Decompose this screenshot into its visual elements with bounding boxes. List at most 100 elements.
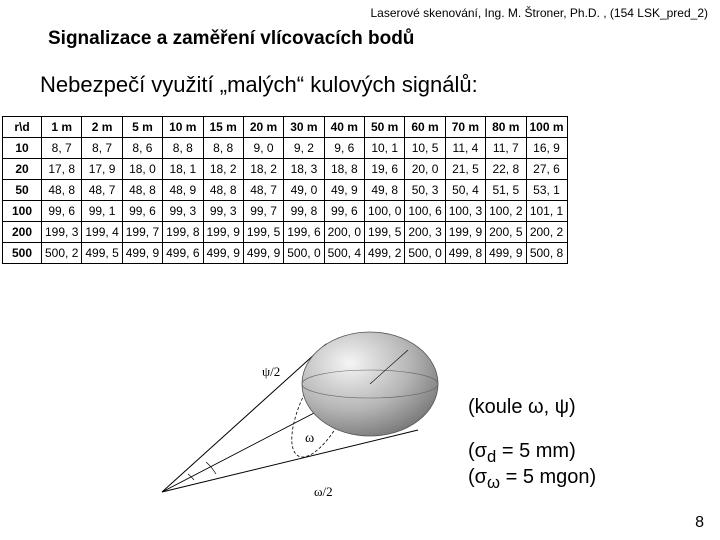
col-header: 80 m <box>486 117 526 138</box>
data-cell: 9, 0 <box>243 138 283 159</box>
data-cell: 199, 5 <box>365 222 405 243</box>
data-table: r\d1 m2 m5 m10 m15 m20 m30 m40 m50 m60 m… <box>2 116 568 264</box>
data-cell: 99, 7 <box>243 201 283 222</box>
row-header: 20 <box>3 159 42 180</box>
data-cell: 199, 7 <box>122 222 162 243</box>
row-header: 100 <box>3 201 42 222</box>
col-header: 50 m <box>365 117 405 138</box>
data-cell: 18, 0 <box>122 159 162 180</box>
data-cell: 48, 8 <box>203 180 243 201</box>
col-header: 2 m <box>82 117 122 138</box>
data-cell: 499, 6 <box>163 243 203 264</box>
col-header: 10 m <box>163 117 203 138</box>
data-cell: 499, 8 <box>445 243 485 264</box>
data-cell: 49, 9 <box>324 180 364 201</box>
data-cell: 499, 9 <box>243 243 283 264</box>
data-cell: 199, 3 <box>42 222 82 243</box>
data-cell: 99, 3 <box>203 201 243 222</box>
table-row: 2017, 817, 918, 018, 118, 218, 218, 318,… <box>3 159 568 180</box>
table-row: 10099, 699, 199, 699, 399, 399, 799, 899… <box>3 201 568 222</box>
data-cell: 100, 3 <box>445 201 485 222</box>
data-cell: 499, 9 <box>122 243 162 264</box>
col-header: 30 m <box>284 117 324 138</box>
svg-text:ω/2: ω/2 <box>314 484 333 499</box>
data-cell: 48, 8 <box>42 180 82 201</box>
svg-text:ω: ω <box>305 431 314 446</box>
data-cell: 18, 1 <box>163 159 203 180</box>
data-cell: 99, 3 <box>163 201 203 222</box>
col-header: 20 m <box>243 117 283 138</box>
data-cell: 17, 9 <box>82 159 122 180</box>
sphere-diagram: ψ/2 ω ω/2 <box>150 322 450 522</box>
data-cell: 500, 2 <box>42 243 82 264</box>
data-cell: 199, 5 <box>243 222 283 243</box>
data-cell: 10, 1 <box>365 138 405 159</box>
data-cell: 49, 0 <box>284 180 324 201</box>
data-cell: 499, 9 <box>203 243 243 264</box>
data-cell: 500, 4 <box>324 243 364 264</box>
data-cell: 100, 2 <box>486 201 526 222</box>
data-cell: 200, 5 <box>486 222 526 243</box>
data-cell: 18, 2 <box>243 159 283 180</box>
data-cell: 53, 1 <box>526 180 567 201</box>
data-cell: 500, 0 <box>405 243 445 264</box>
table-row: 500500, 2499, 5499, 9499, 6499, 9499, 95… <box>3 243 568 264</box>
data-cell: 199, 4 <box>82 222 122 243</box>
data-cell: 99, 8 <box>284 201 324 222</box>
data-cell: 19, 6 <box>365 159 405 180</box>
data-cell: 48, 9 <box>163 180 203 201</box>
data-cell: 199, 9 <box>203 222 243 243</box>
data-cell: 8, 8 <box>203 138 243 159</box>
col-header: 100 m <box>526 117 567 138</box>
col-header-rd: r\d <box>3 117 42 138</box>
data-cell: 17, 8 <box>42 159 82 180</box>
data-cell: 18, 3 <box>284 159 324 180</box>
col-header: 70 m <box>445 117 485 138</box>
section-title: Signalizace a zaměření vlícovacích bodů <box>0 20 720 50</box>
data-cell: 101, 1 <box>526 201 567 222</box>
data-cell: 500, 8 <box>526 243 567 264</box>
data-cell: 48, 7 <box>82 180 122 201</box>
data-cell: 100, 6 <box>405 201 445 222</box>
data-cell: 100, 0 <box>365 201 405 222</box>
col-header: 5 m <box>122 117 162 138</box>
data-cell: 22, 8 <box>486 159 526 180</box>
data-cell: 16, 9 <box>526 138 567 159</box>
data-cell: 51, 5 <box>486 180 526 201</box>
data-cell: 50, 4 <box>445 180 485 201</box>
data-cell: 499, 2 <box>365 243 405 264</box>
data-cell: 200, 0 <box>324 222 364 243</box>
data-cell: 199, 8 <box>163 222 203 243</box>
data-cell: 48, 7 <box>243 180 283 201</box>
data-cell: 99, 6 <box>42 201 82 222</box>
data-cell: 8, 6 <box>122 138 162 159</box>
col-header: 15 m <box>203 117 243 138</box>
row-header: 500 <box>3 243 42 264</box>
data-cell: 48, 8 <box>122 180 162 201</box>
col-header: 40 m <box>324 117 364 138</box>
header-text: Laserové skenování, Ing. M. Štroner, Ph.… <box>0 0 720 20</box>
data-cell: 18, 8 <box>324 159 364 180</box>
koule-label: (koule ω, ψ) <box>468 396 576 419</box>
data-cell: 18, 2 <box>203 159 243 180</box>
sigma-d-label: (σd = 5 mm) <box>468 440 576 467</box>
table-row: 5048, 848, 748, 848, 948, 848, 749, 049,… <box>3 180 568 201</box>
subsection-title: Nebezpečí využití „malých“ kulových sign… <box>0 50 720 98</box>
data-cell: 99, 6 <box>122 201 162 222</box>
page-number: 8 <box>695 514 704 532</box>
data-cell: 20, 0 <box>405 159 445 180</box>
data-cell: 11, 4 <box>445 138 485 159</box>
data-cell: 99, 6 <box>324 201 364 222</box>
col-header: 60 m <box>405 117 445 138</box>
data-cell: 199, 9 <box>445 222 485 243</box>
data-cell: 99, 1 <box>82 201 122 222</box>
data-cell: 499, 5 <box>82 243 122 264</box>
sigma-omega-label: (σω = 5 mgon) <box>468 466 596 493</box>
svg-text:ψ/2: ψ/2 <box>262 364 280 379</box>
table-row: 108, 78, 78, 68, 88, 89, 09, 29, 610, 11… <box>3 138 568 159</box>
table-row: 200199, 3199, 4199, 7199, 8199, 9199, 51… <box>3 222 568 243</box>
data-cell: 49, 8 <box>365 180 405 201</box>
data-cell: 500, 0 <box>284 243 324 264</box>
data-cell: 8, 8 <box>163 138 203 159</box>
data-cell: 9, 2 <box>284 138 324 159</box>
